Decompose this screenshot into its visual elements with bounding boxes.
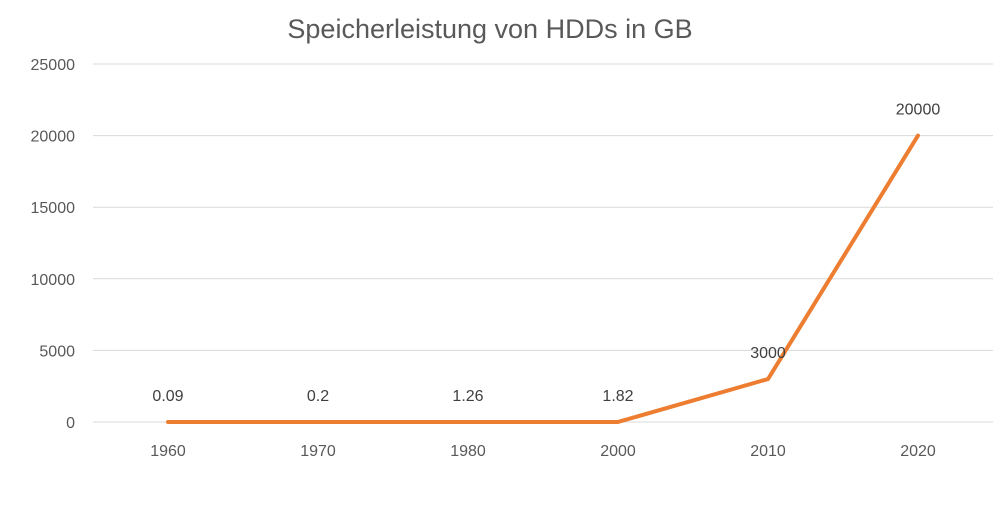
x-tick-label: 2000 bbox=[600, 443, 636, 460]
data-label: 20000 bbox=[896, 102, 941, 119]
x-tick-label: 1970 bbox=[300, 443, 336, 460]
x-tick-label: 1980 bbox=[450, 443, 486, 460]
x-tick-label: 1960 bbox=[150, 443, 186, 460]
y-tick-label: 10000 bbox=[31, 272, 76, 289]
x-tick-label: 2010 bbox=[750, 443, 786, 460]
y-tick-label: 25000 bbox=[31, 57, 76, 74]
x-tick-label: 2020 bbox=[900, 443, 936, 460]
data-label: 1.26 bbox=[452, 388, 483, 405]
y-tick-label: 15000 bbox=[31, 200, 76, 217]
y-tick-label: 5000 bbox=[39, 343, 75, 360]
y-tick-label: 0 bbox=[66, 415, 75, 432]
data-label: 3000 bbox=[750, 345, 786, 362]
chart-title: Speicherleistung von HDDs in GB bbox=[0, 14, 980, 45]
data-label: 1.82 bbox=[602, 388, 633, 405]
data-label: 0.09 bbox=[152, 388, 183, 405]
data-label: 0.2 bbox=[307, 388, 329, 405]
y-tick-label: 20000 bbox=[31, 129, 76, 146]
